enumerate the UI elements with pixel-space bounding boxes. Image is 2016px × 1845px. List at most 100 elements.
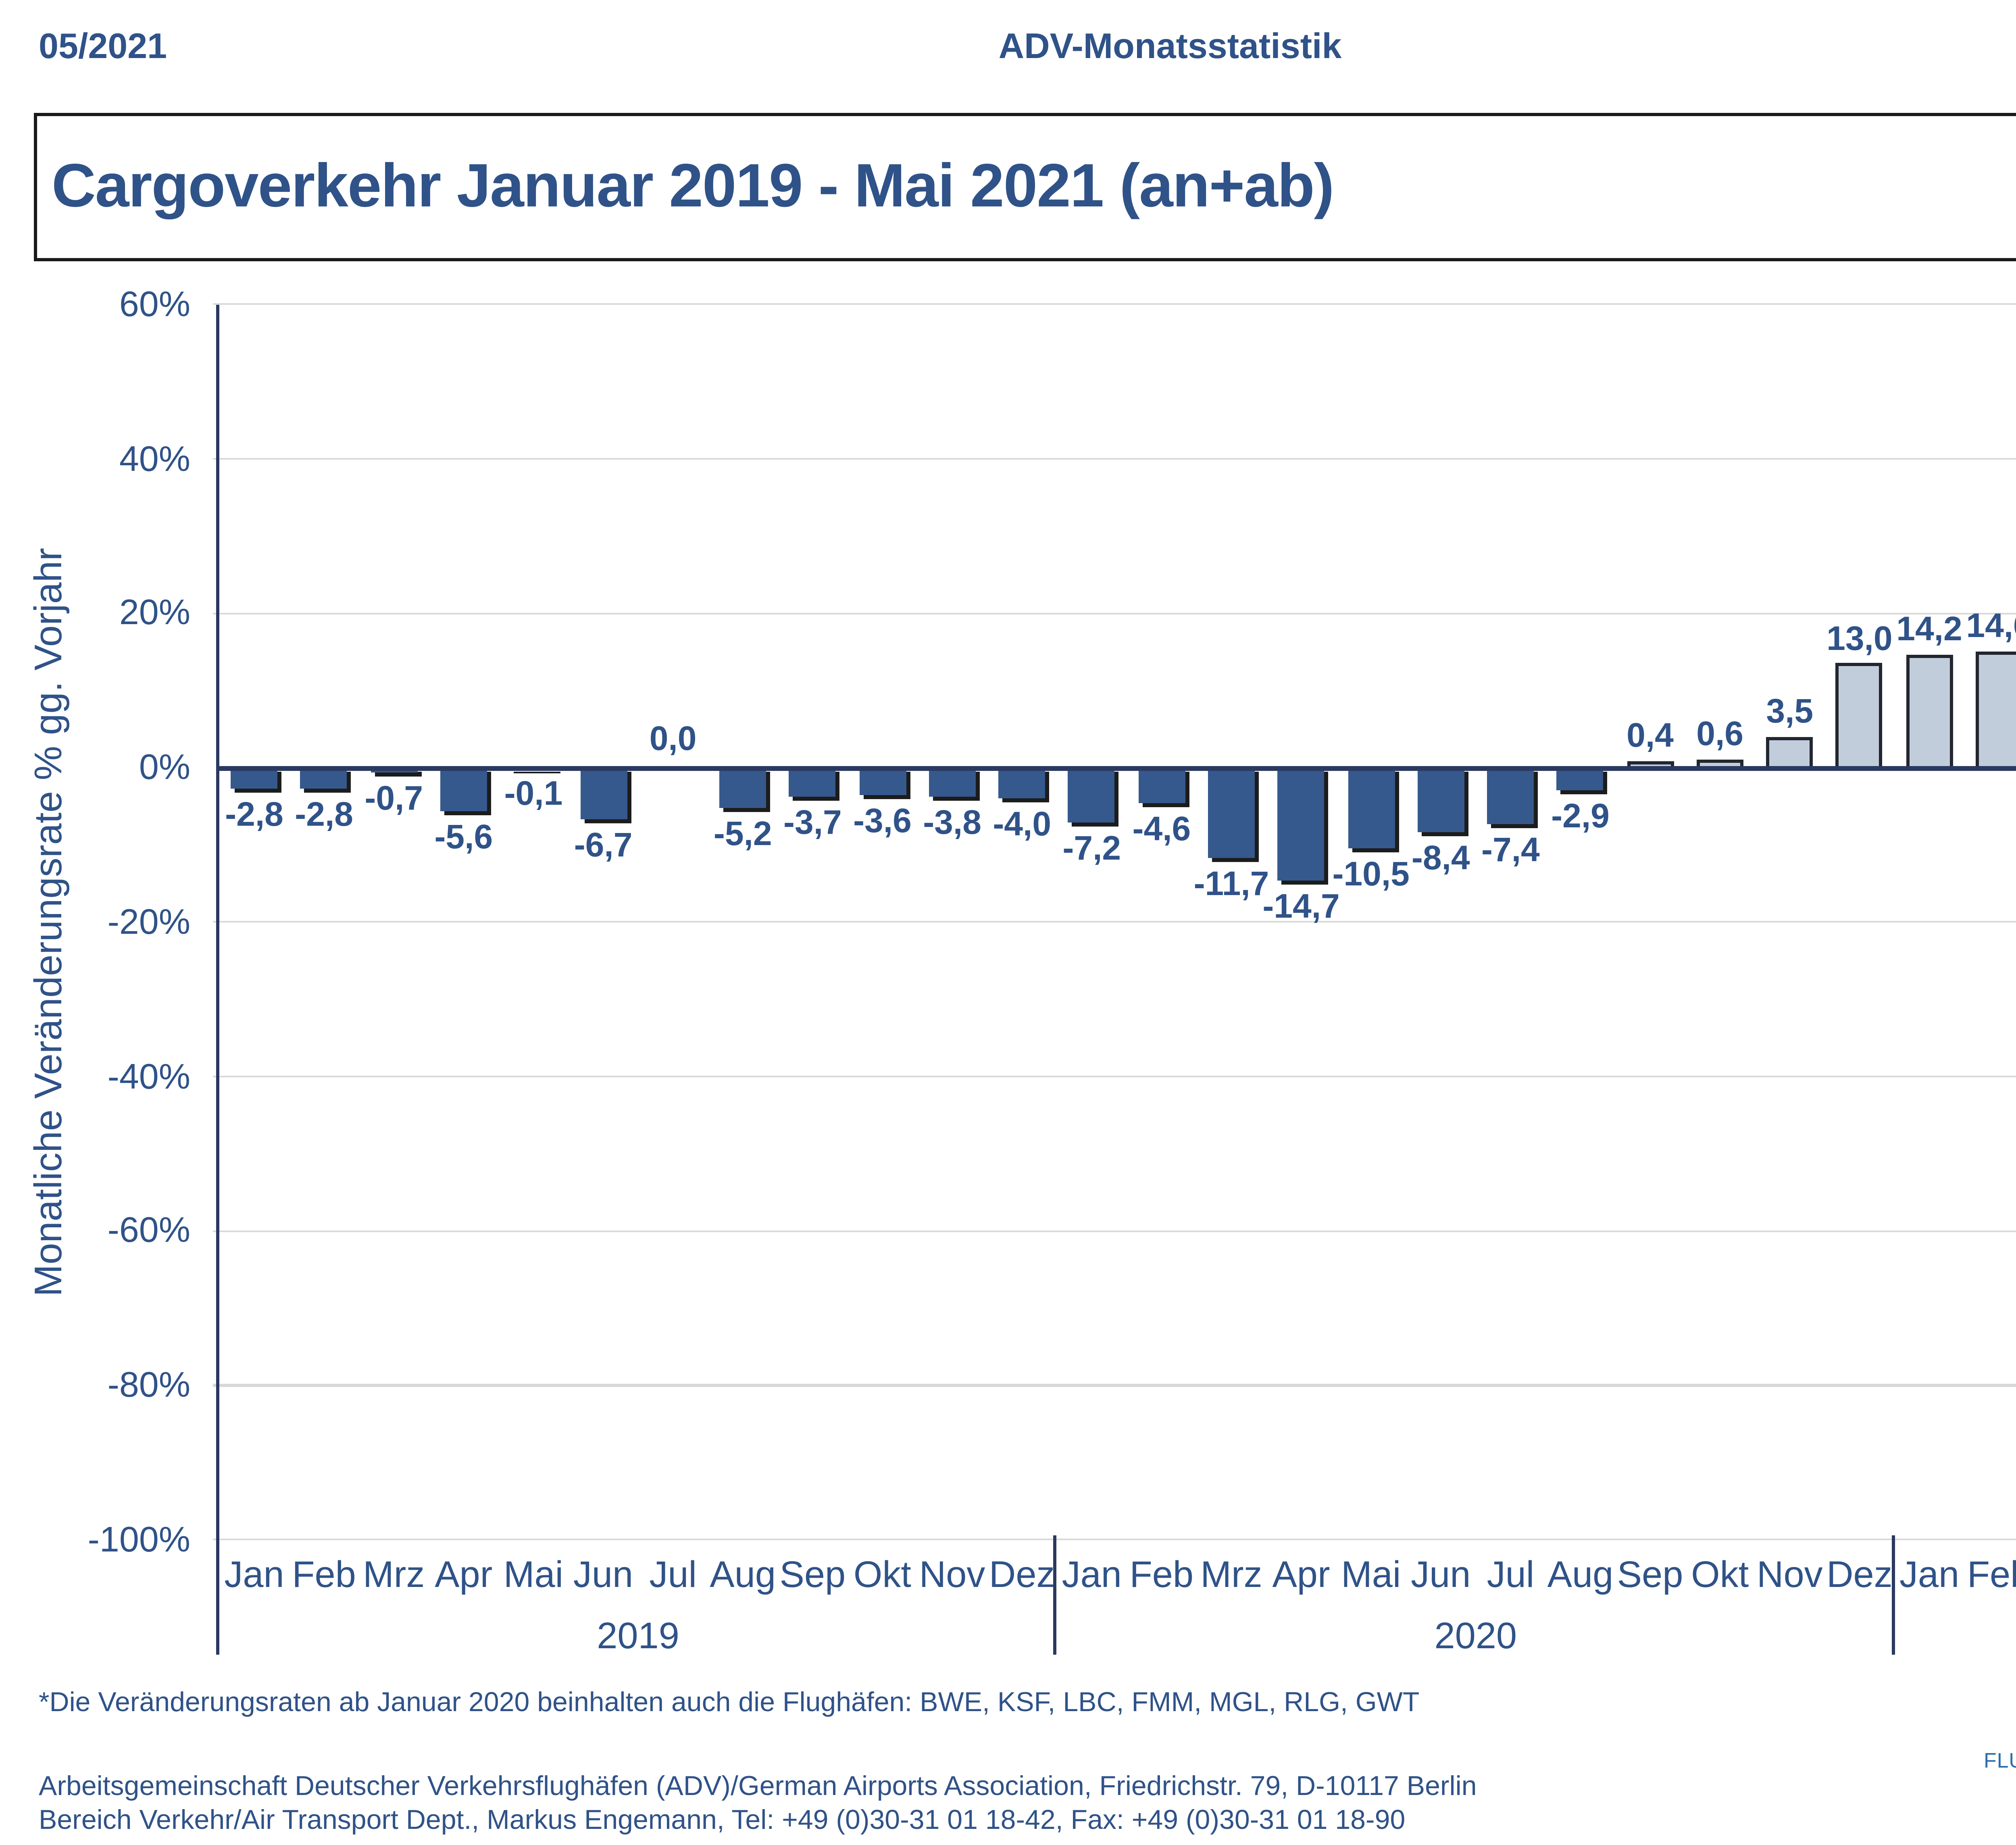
y-axis-tick-label: -60% — [107, 1210, 190, 1250]
x-axis-month-label: Sep — [779, 1553, 846, 1595]
bar-value-label: -6,7 — [574, 827, 633, 865]
footer-address-line1: Arbeitsgemeinschaft Deutscher Verkehrsfl… — [39, 1771, 1477, 1801]
bar-value-label: 13,0 — [1826, 621, 1893, 658]
bar — [300, 768, 348, 789]
bar-value-label: -3,6 — [853, 803, 912, 841]
zero-line — [219, 765, 2016, 770]
bar-value-label: -4,6 — [1132, 811, 1191, 849]
footnote: *Die Veränderungsraten ab Januar 2020 be… — [39, 1687, 1420, 1718]
bar-value-label: 3,5 — [1766, 693, 1814, 731]
y-axis-tick-label: -100% — [87, 1519, 190, 1559]
year-separator-line — [1891, 1535, 1895, 1655]
bar — [1836, 663, 1883, 768]
bar — [231, 768, 278, 789]
x-axis-month-label: Sep — [1617, 1553, 1683, 1595]
y-axis-tick-label: 0% — [139, 747, 190, 787]
bar-value-label: -7,2 — [1062, 831, 1121, 868]
bar-value-label: 14,6 — [1966, 608, 2016, 646]
bar — [789, 768, 836, 796]
bar — [1138, 768, 1185, 804]
bar-value-label: -0,7 — [364, 781, 423, 818]
bar-value-label: -2,8 — [295, 797, 353, 835]
y-axis-tick-label: -80% — [107, 1364, 190, 1405]
x-axis-month-label: Mrz — [1200, 1553, 1262, 1595]
bar-value-label: -11,7 — [1193, 866, 1269, 903]
x-axis-month-label: Dez — [1826, 1553, 1893, 1595]
gridline — [213, 1384, 2016, 1387]
gridline — [213, 1075, 2016, 1078]
bar — [1208, 768, 1255, 858]
bar-value-label: -4,0 — [993, 806, 1052, 844]
bar-value-label: -5,2 — [713, 816, 772, 853]
y-axis-line — [216, 304, 219, 1655]
x-axis-month-label: Mai — [503, 1553, 564, 1595]
x-axis-month-label: Jun — [573, 1553, 633, 1595]
x-axis-month-label: Mrz — [363, 1553, 425, 1595]
bar-value-label: 0,6 — [1696, 716, 1744, 754]
header-issue-label: 05/2021 — [39, 26, 167, 66]
x-axis-month-label: Feb — [1129, 1553, 1194, 1595]
x-axis-year-label: 2020 — [1434, 1614, 1517, 1656]
bar-value-label: -3,8 — [923, 805, 981, 842]
x-axis-year-label: 2019 — [597, 1614, 679, 1656]
bar — [998, 768, 1045, 799]
bar — [1487, 768, 1534, 825]
bar-value-label: -2,8 — [225, 797, 283, 835]
chart-title: Cargoverkehr Januar 2019 - Mai 2021 (an+… — [52, 152, 1334, 220]
footer-address-line2: Bereich Verkehr/Air Transport Dept., Mar… — [39, 1805, 1406, 1835]
x-axis-month-label: Jan — [1899, 1553, 1960, 1595]
y-axis-tick-label: 40% — [119, 438, 190, 478]
bar — [1278, 768, 1325, 881]
footer-address: Arbeitsgemeinschaft Deutscher Verkehrsfl… — [39, 1769, 1477, 1837]
bar — [1906, 654, 1953, 768]
bar — [1976, 651, 2016, 768]
bar — [1557, 768, 1604, 790]
x-axis-month-label: Apr — [1272, 1553, 1330, 1595]
header-document-title: ADV-Monatsstatistik — [998, 26, 1342, 66]
bar-value-label: 0,0 — [649, 721, 697, 758]
year-separator-line — [1054, 1535, 1057, 1655]
x-axis-month-label: Okt — [853, 1553, 911, 1595]
x-axis-month-label: Jul — [1487, 1553, 1535, 1595]
y-axis-tick-label: -20% — [107, 901, 190, 941]
bar-value-label: -5,6 — [434, 819, 493, 856]
x-axis-month-label: Jan — [1062, 1553, 1122, 1595]
adv-logo: FLUGHAFENVERBAND ADV — [1984, 1706, 2016, 1839]
gridline — [213, 1230, 2016, 1232]
gridline — [213, 303, 2016, 306]
bar-value-label: -0,1 — [504, 776, 563, 814]
x-axis-month-label: Jun — [1411, 1553, 1471, 1595]
bar-value-label: -2,9 — [1551, 798, 1610, 835]
x-axis-month-label: Jan — [224, 1553, 284, 1595]
x-axis-month-label: Feb — [292, 1553, 356, 1595]
x-axis-month-label: Apr — [435, 1553, 493, 1595]
x-axis-month-label: Jul — [649, 1553, 697, 1595]
bar — [859, 768, 906, 795]
bar-value-label: -3,7 — [783, 804, 842, 841]
gridline — [213, 612, 2016, 614]
bar — [1347, 768, 1395, 849]
bar — [440, 768, 487, 811]
y-axis-tick-label: -40% — [107, 1056, 190, 1096]
gridline — [213, 1539, 2016, 1541]
bar-value-label: -10,5 — [1332, 857, 1410, 894]
bar-value-label: -8,4 — [1411, 840, 1470, 878]
bar — [580, 768, 627, 820]
bar — [929, 768, 976, 797]
bar — [1766, 736, 1813, 768]
bar-value-label: 0,4 — [1627, 718, 1674, 755]
bar — [1068, 768, 1115, 823]
y-axis-tick-label: 20% — [119, 592, 190, 633]
x-axis-year-label: 2021 — [1972, 1614, 2016, 1658]
bar-value-label: -7,4 — [1481, 833, 1540, 870]
bar — [1417, 768, 1464, 833]
x-axis-month-label: Okt — [1691, 1553, 1749, 1595]
x-axis-month-label: Feb — [1967, 1553, 2016, 1595]
logo-wordmark: FLUGHAFENVERBAND — [1984, 1748, 2016, 1772]
gridline — [213, 458, 2016, 460]
gridline — [213, 921, 2016, 923]
y-axis-tick-label: 60% — [119, 283, 190, 324]
bar-value-label: -14,7 — [1262, 889, 1340, 927]
